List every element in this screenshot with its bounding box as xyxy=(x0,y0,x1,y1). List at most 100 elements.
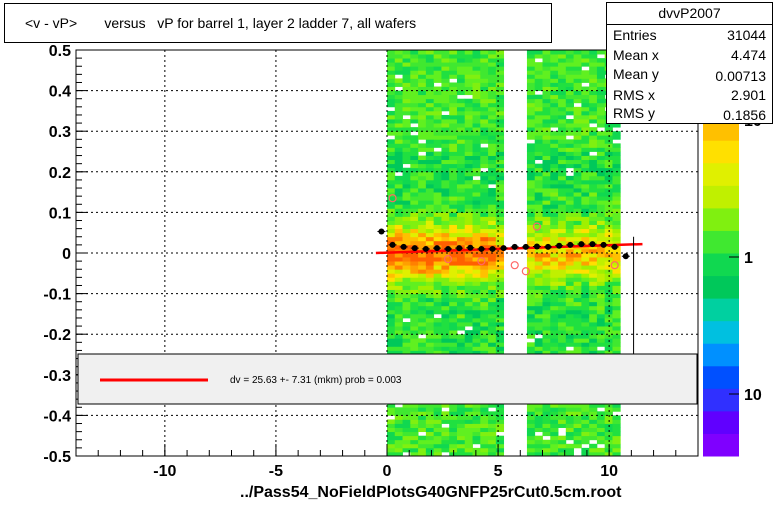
heatmap-cell xyxy=(526,54,536,59)
heatmap-cell xyxy=(488,330,497,335)
heatmap-cell xyxy=(464,58,473,63)
heatmap-cell xyxy=(433,135,442,140)
heatmap-cell xyxy=(542,196,551,201)
heatmap-cell xyxy=(418,305,427,311)
heatmap-cell xyxy=(425,163,435,169)
heatmap-cell xyxy=(410,301,419,307)
heatmap-cell xyxy=(410,70,419,75)
heatmap-cell xyxy=(441,439,450,445)
heatmap-cell xyxy=(441,285,450,290)
heatmap-cell xyxy=(596,228,606,234)
heatmap-cell xyxy=(418,346,427,351)
heatmap-cell xyxy=(418,439,427,445)
heatmap-cell xyxy=(449,277,458,282)
heatmap-cell xyxy=(542,309,551,315)
axis-layer: -0.5-0.4-0.3-0.2-0.100.10.20.30.40.5-10-… xyxy=(43,43,699,480)
heatmap-cell xyxy=(480,98,489,104)
heatmap-cell xyxy=(464,110,473,116)
stat-rms-x-value: 2.901 xyxy=(730,87,766,103)
heatmap-cell xyxy=(542,90,551,96)
heatmap-cell xyxy=(558,155,567,161)
heatmap-cell xyxy=(573,86,582,91)
heatmap-cell xyxy=(410,423,419,428)
heatmap-cell xyxy=(425,269,435,274)
heatmap-cell xyxy=(612,248,621,254)
heatmap-cell xyxy=(534,220,543,225)
heatmap-cell xyxy=(589,350,598,355)
heatmap-cell xyxy=(534,305,543,311)
heatmap-cell xyxy=(456,261,466,266)
heatmap-cell xyxy=(472,224,481,230)
heatmap-cell xyxy=(464,90,473,96)
heatmap-cell xyxy=(394,98,403,104)
heatmap-cell xyxy=(402,285,411,290)
heatmap-cell xyxy=(596,192,606,197)
heatmap-cell xyxy=(433,427,442,433)
heatmap-cell xyxy=(464,253,473,258)
heatmap-cell xyxy=(449,443,458,449)
heatmap-cell xyxy=(612,179,621,185)
heatmap-cell xyxy=(456,204,466,209)
heatmap-cell xyxy=(534,322,543,327)
heatmap-cell xyxy=(534,301,543,307)
heatmap-cell xyxy=(558,127,567,132)
heatmap-cell xyxy=(542,232,551,238)
heatmap-cell xyxy=(387,151,396,156)
heatmap-cell xyxy=(534,135,543,140)
heatmap-cell xyxy=(565,212,574,217)
heatmap-cell xyxy=(425,273,435,278)
heatmap-cell xyxy=(542,334,551,339)
heatmap-cell xyxy=(612,216,621,221)
heatmap-cell xyxy=(565,415,574,420)
heatmap-cell xyxy=(573,78,582,83)
heatmap-cell xyxy=(394,188,403,193)
heatmap-cell xyxy=(534,54,543,59)
heatmap-cell xyxy=(441,127,450,132)
heatmap-cell xyxy=(425,143,435,148)
heatmap-cell xyxy=(542,208,551,213)
heatmap-cell xyxy=(488,70,497,75)
heatmap-cell xyxy=(550,228,559,234)
heatmap-cell xyxy=(418,447,427,453)
heatmap-cell xyxy=(410,86,419,91)
heatmap-cell xyxy=(596,423,606,428)
heatmap-cell xyxy=(589,293,598,299)
y-tick-label: -0.4 xyxy=(43,408,71,425)
heatmap-cell xyxy=(542,269,551,274)
heatmap-cell xyxy=(550,253,559,258)
heatmap-cell xyxy=(550,277,559,282)
heatmap-cell xyxy=(488,224,497,230)
heatmap-cell xyxy=(488,208,497,213)
heatmap-cell xyxy=(433,50,442,55)
heatmap-cell xyxy=(542,54,551,59)
heatmap-cell xyxy=(441,98,450,104)
profile-point xyxy=(456,245,463,252)
heatmap-cell xyxy=(558,147,567,152)
heatmap-cell xyxy=(464,66,473,71)
heatmap-cell xyxy=(542,78,551,83)
heatmap-cell xyxy=(472,281,481,286)
heatmap-cell xyxy=(581,346,590,351)
heatmap-cell xyxy=(542,224,551,230)
heatmap-cell xyxy=(612,281,621,286)
heatmap-cell xyxy=(464,54,473,59)
heatmap-cell xyxy=(425,224,435,230)
heatmap-cell xyxy=(425,70,435,75)
heatmap-cell xyxy=(456,175,466,181)
heatmap-cell xyxy=(433,114,442,120)
heatmap-cell xyxy=(573,273,582,278)
heatmap-cell xyxy=(581,188,590,193)
heatmap-cell xyxy=(565,253,574,258)
marker-layer xyxy=(377,194,635,355)
heatmap-cell xyxy=(589,257,598,262)
heatmap-cell xyxy=(488,98,497,104)
heatmap-cell xyxy=(612,163,621,169)
heatmap-cell xyxy=(596,232,606,238)
heatmap-cell xyxy=(596,415,606,420)
heatmap-cell xyxy=(534,94,543,100)
heatmap-cell xyxy=(589,216,598,221)
heatmap-cell xyxy=(441,171,450,177)
heatmap-cell xyxy=(449,102,458,108)
heatmap-cell xyxy=(612,155,621,161)
heatmap-cell xyxy=(449,240,458,246)
